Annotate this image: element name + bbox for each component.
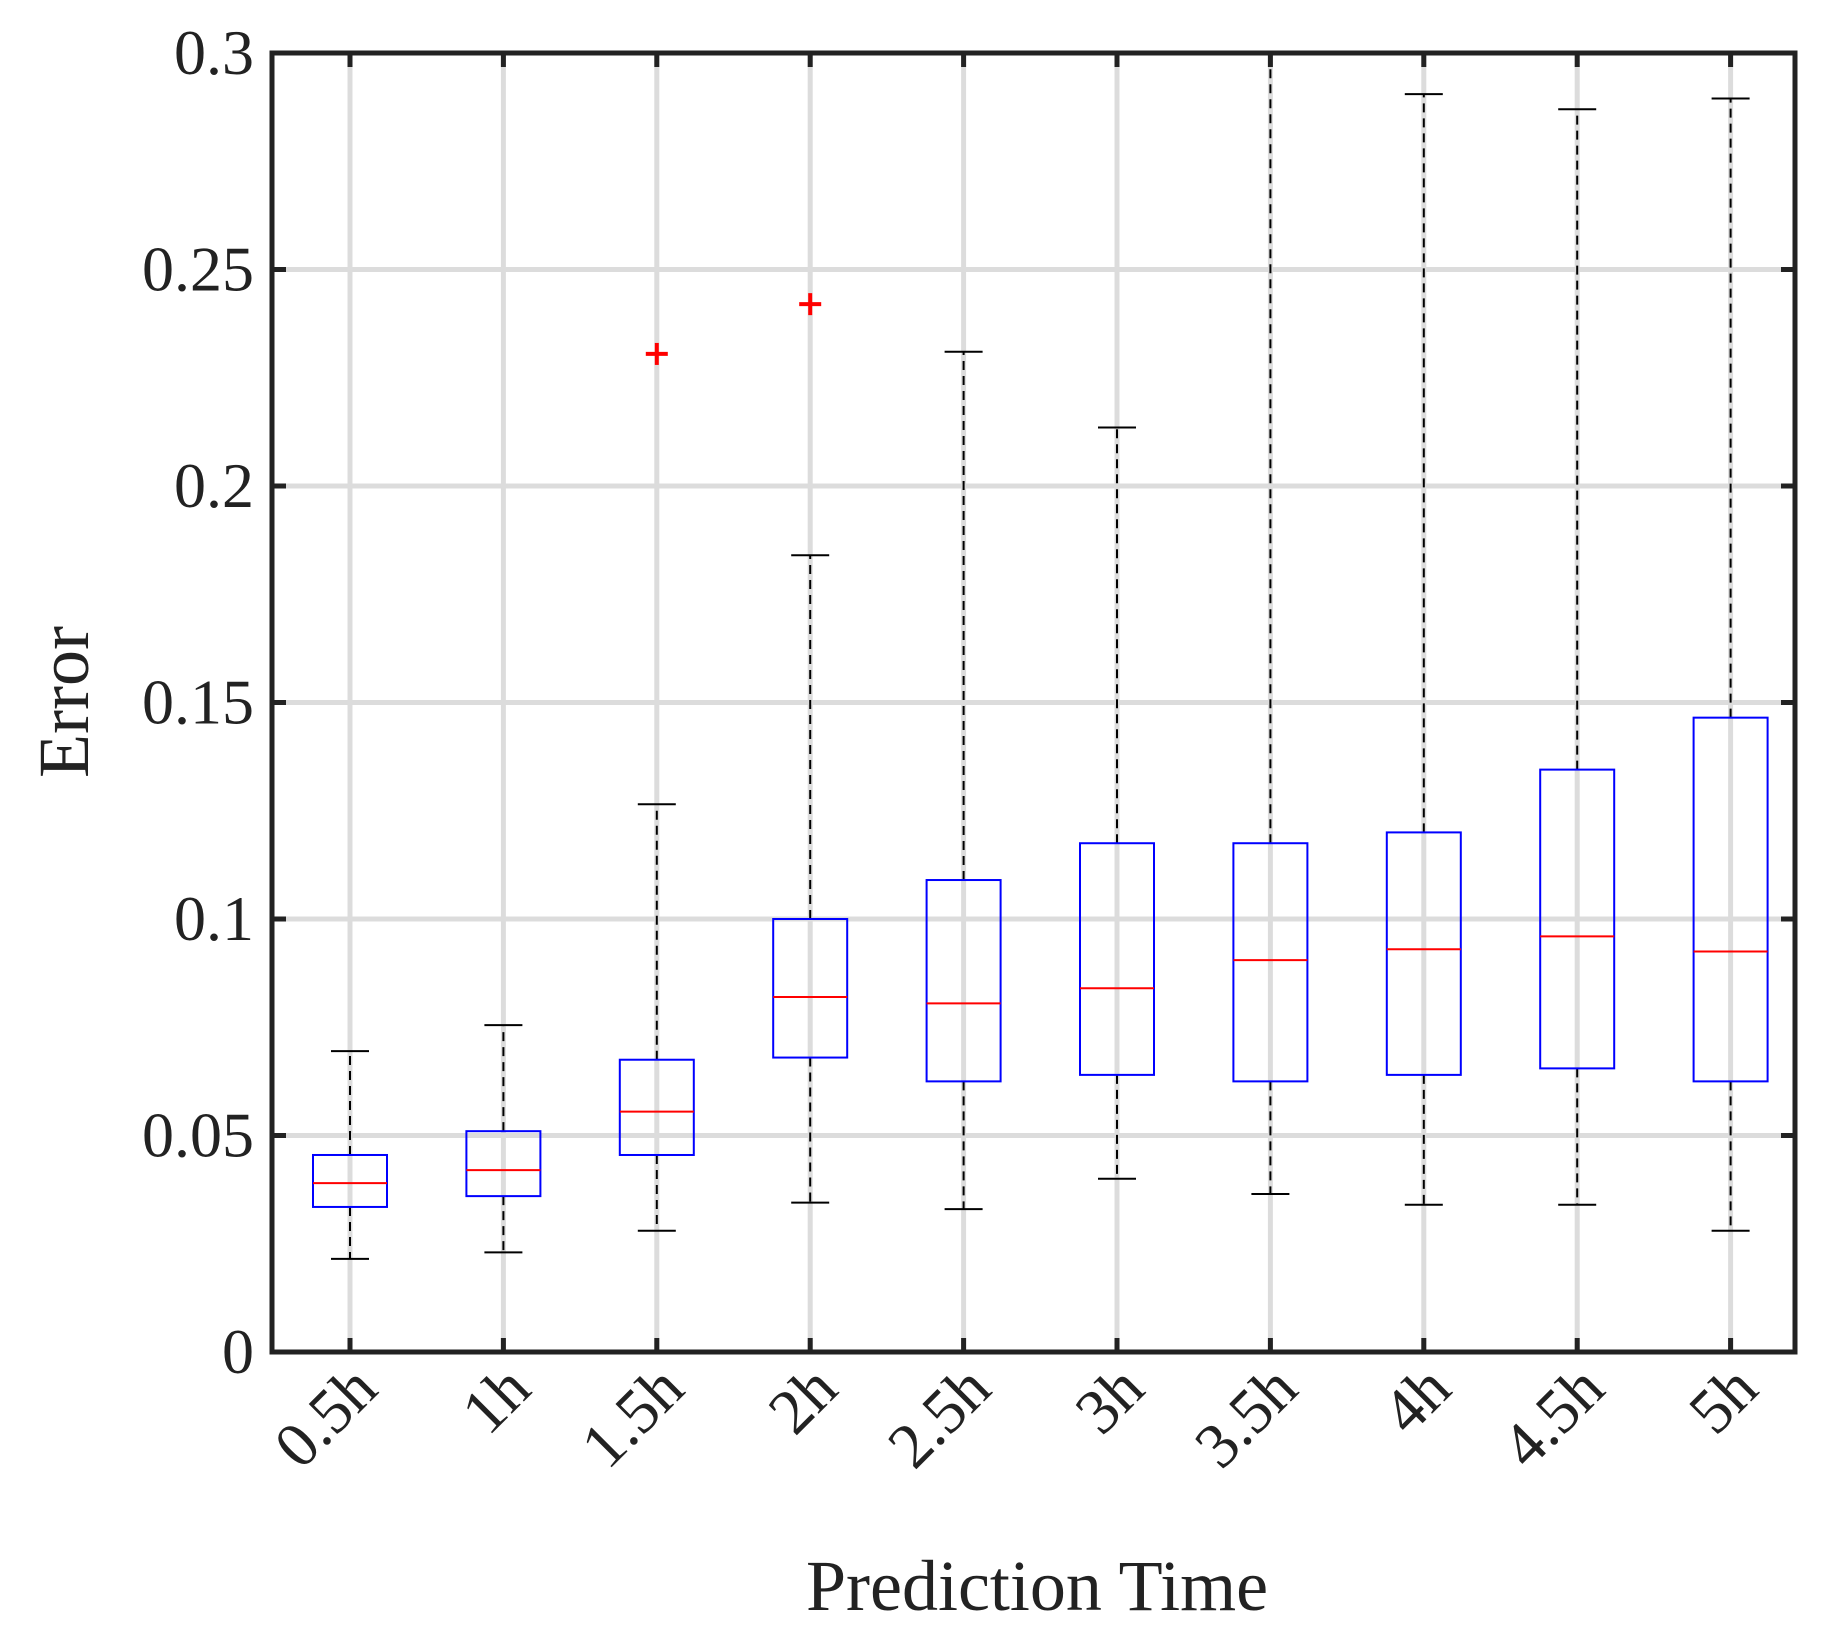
iqr-box [925, 879, 1002, 1083]
iqr-box [465, 1130, 542, 1198]
y-tick-label: 0.15 [142, 667, 254, 738]
box-group [312, 1050, 388, 1260]
iqr-box [1539, 768, 1616, 1070]
box-group [618, 342, 695, 1232]
y-tick-label: 0.25 [142, 234, 254, 305]
axis-ticks [272, 50, 1795, 1355]
y-axis-title: Error [24, 626, 104, 778]
iqr-box [618, 1058, 695, 1156]
iqr-box [312, 1153, 388, 1208]
iqr-box [1232, 842, 1309, 1083]
box-group [772, 293, 849, 1204]
box-group [1385, 93, 1462, 1206]
iqr-box [1692, 716, 1769, 1083]
box-group [1079, 426, 1155, 1180]
box-plots [312, 52, 1769, 1260]
y-tick-label: 0.05 [142, 1100, 254, 1171]
box-group [925, 350, 1002, 1211]
x-axis-title: Prediction Time [806, 1546, 1268, 1626]
box-group [1692, 97, 1769, 1232]
iqr-box [1079, 842, 1155, 1076]
y-tick-label: 0.1 [174, 883, 254, 954]
iqr-box [1385, 831, 1462, 1076]
box-group [1539, 108, 1616, 1206]
y-tick-label: 0.3 [174, 17, 254, 88]
y-tick-label: 0 [222, 1316, 254, 1387]
iqr-box [772, 918, 849, 1059]
y-tick-label: 0.2 [174, 450, 254, 521]
outlier-marker [645, 342, 668, 365]
box-group [465, 1024, 542, 1254]
outlier-marker [799, 293, 822, 316]
